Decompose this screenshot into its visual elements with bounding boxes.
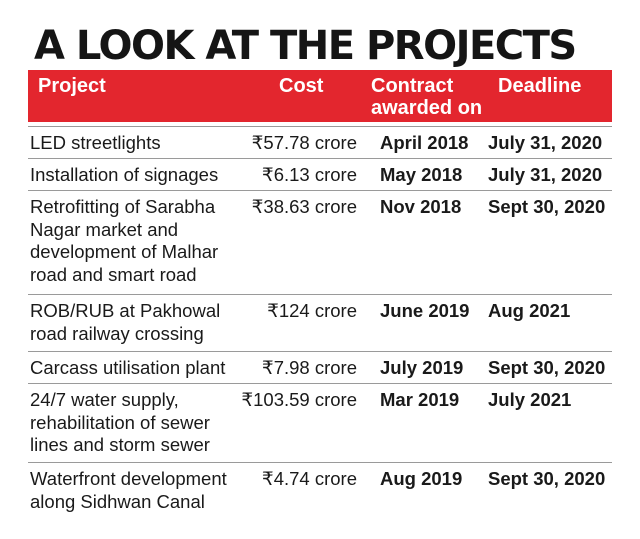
table-row: 24/7 water supply, rehabilitation of sew…	[28, 383, 612, 462]
project-name: 24/7 water supply, rehabilitation of sew…	[30, 389, 210, 455]
project-cost: ₹6.13 crore	[261, 164, 357, 185]
project-name: LED streetlights	[30, 132, 161, 153]
contract-awarded: June 2019	[380, 300, 470, 321]
header-cost: Cost	[279, 75, 324, 97]
project-deadline: July 31, 2020	[488, 132, 603, 153]
project-name: Retrofitting of Sarabha Nagar market and…	[30, 196, 219, 285]
project-name: ROB/RUB at Pakhowal road railway crossin…	[30, 300, 221, 344]
project-deadline: Sept 30, 2020	[488, 468, 606, 489]
table-row: Carcass utilisation plant ₹7.98 crore Ju…	[28, 351, 612, 383]
project-cost: ₹103.59 crore	[241, 389, 357, 410]
table-row: LED streetlights ₹57.78 crore April 2018…	[28, 126, 612, 158]
contract-awarded: Nov 2018	[380, 196, 462, 217]
project-cost: ₹124 crore	[267, 300, 357, 321]
header-project: Project	[38, 75, 106, 97]
project-deadline: July 2021	[488, 389, 572, 410]
project-deadline: July 31, 2020	[488, 164, 603, 185]
page-title: A LOOK AT THE PROJECTS	[34, 23, 577, 69]
table-row: ROB/RUB at Pakhowal road railway crossin…	[28, 294, 612, 351]
table-row: Retrofitting of Sarabha Nagar market and…	[28, 190, 612, 294]
project-deadline: Sept 30, 2020	[488, 196, 606, 217]
project-deadline: Aug 2021	[488, 300, 571, 321]
table-row: Waterfront development along Sidhwan Can…	[28, 462, 612, 519]
project-name: Carcass utilisation plant	[30, 357, 226, 378]
contract-awarded: May 2018	[380, 164, 463, 185]
project-name: Waterfront development along Sidhwan Can…	[30, 468, 227, 512]
table-header: Project Cost Contract awarded on Deadlin…	[28, 70, 612, 122]
header-deadline: Deadline	[498, 75, 582, 97]
project-name: Installation of signages	[30, 164, 219, 185]
contract-awarded: Mar 2019	[380, 389, 460, 410]
contract-awarded: April 2018	[380, 132, 469, 153]
contract-awarded: July 2019	[380, 357, 464, 378]
project-cost: ₹7.98 crore	[261, 357, 357, 378]
contract-awarded: Aug 2019	[380, 468, 463, 489]
project-cost: ₹38.63 crore	[251, 196, 357, 217]
project-cost: ₹4.74 crore	[261, 468, 357, 489]
header-awarded-line1: Contract	[371, 75, 454, 97]
project-deadline: Sept 30, 2020	[488, 357, 606, 378]
project-cost: ₹57.78 crore	[251, 132, 357, 153]
table-row: Installation of signages ₹6.13 crore May…	[28, 158, 612, 190]
header-awarded-line2: awarded on	[371, 97, 483, 119]
